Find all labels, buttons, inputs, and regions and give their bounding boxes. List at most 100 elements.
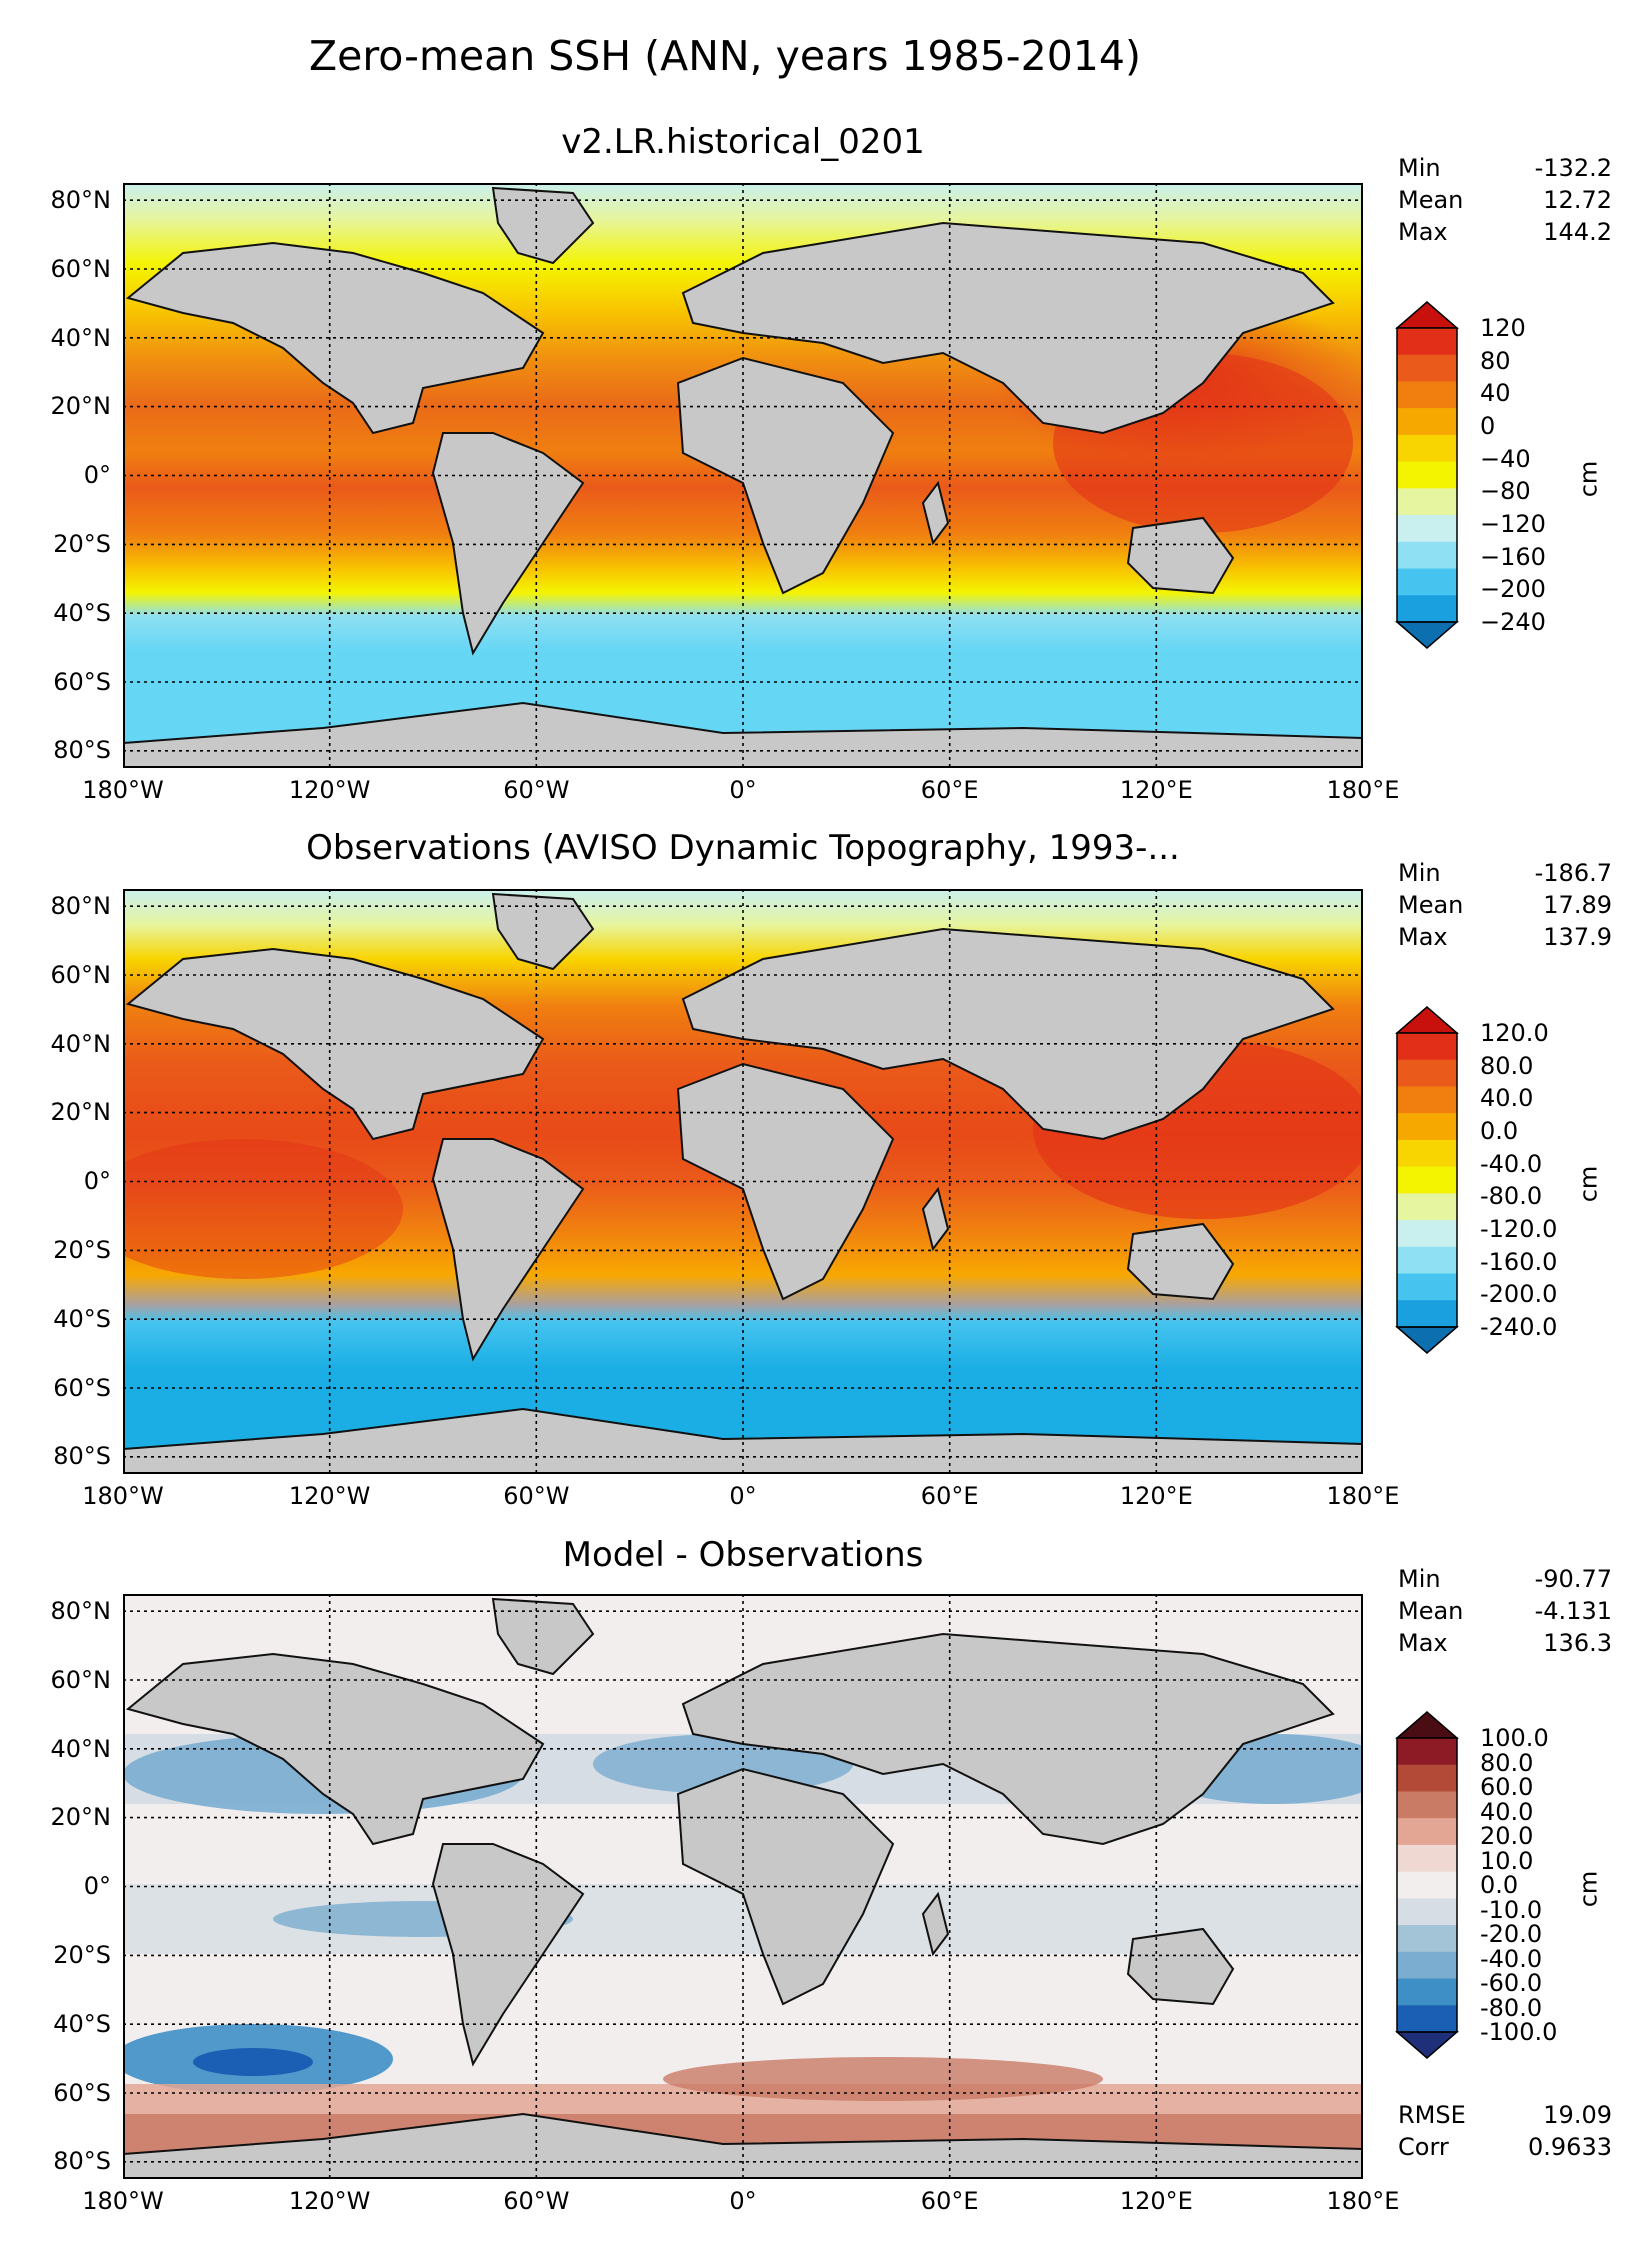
madagascar-land-2 — [921, 1186, 950, 1252]
colorbar-segment — [1397, 1898, 1457, 1926]
y-tick-label: 40°S — [53, 1304, 111, 1333]
panel-2-colorbar — [1394, 1005, 1477, 1355]
x-tick-label: 0° — [729, 776, 757, 804]
colorbar-tick-label: 0.0 — [1480, 1871, 1519, 1899]
colorbar-segment — [1397, 1273, 1457, 1301]
colorbar-tick-label: 80.0 — [1480, 1748, 1534, 1777]
eurasia-land — [681, 221, 1335, 435]
colorbar-tick-label: 40 — [1480, 379, 1511, 408]
x-tick-label: 180°E — [1326, 2187, 1400, 2215]
metric-rmse: 19.09 — [1543, 2101, 1612, 2129]
panel-1-ssh-field — [123, 183, 1363, 768]
colorbar-tick-label: −80 — [1480, 477, 1531, 506]
colorbar-segment — [1397, 2005, 1457, 2033]
x-tick-label: 180°W — [82, 776, 164, 804]
y-tick-label: 60°N — [50, 960, 112, 989]
panel-3-title: Model - Observations — [562, 1535, 924, 1575]
antarctica-land-2 — [123, 1407, 1363, 1474]
y-tick-label: 60°S — [53, 1373, 111, 1402]
x-tick-label: 120°E — [1119, 776, 1193, 804]
colorbar-tick-label: 120 — [1480, 314, 1526, 342]
colorbar-tick-label: -40.0 — [1480, 1944, 1543, 1973]
y-tick-label: 0° — [83, 1167, 111, 1196]
x-tick-label: 60°E — [920, 1482, 979, 1510]
x-tick-label: 180°W — [82, 2187, 164, 2215]
colorbar-tick-label: 0.0 — [1480, 1117, 1519, 1145]
panel-2-stats: Min -186.7 Mean 17.89 Max 137.9 — [1398, 859, 1612, 951]
colorbar-segment — [1397, 1818, 1457, 1846]
colorbar-segment — [1397, 1166, 1457, 1194]
colorbar-tick-label: 40.0 — [1480, 1797, 1534, 1826]
x-tick-label: 0° — [729, 2187, 757, 2215]
colorbar-svg — [1394, 301, 1460, 649]
south-america-land-2 — [431, 1138, 585, 1362]
panel-3-colorbar — [1394, 1710, 1477, 2060]
panel-1-colorbar-unit: cm — [1574, 460, 1603, 498]
x-tick-label: 120°E — [1119, 1482, 1193, 1510]
x-tick-label: 0° — [729, 1482, 757, 1510]
colorbar-tick-label: -20.0 — [1480, 1920, 1543, 1948]
stat-min: -132.2 — [1534, 154, 1612, 182]
y-tick-label: 60°N — [50, 1665, 112, 1694]
y-tick-label: 80°S — [53, 736, 111, 765]
colorbar-segment — [1397, 461, 1457, 489]
metric-corr: 0.9633 — [1528, 2133, 1612, 2161]
colorbar-tick-label: 40.0 — [1480, 1084, 1534, 1113]
colorbar-tick-label: 80.0 — [1480, 1051, 1534, 1080]
colorbar-extend-max — [1394, 1711, 1460, 1739]
x-tick-label: 180°E — [1326, 776, 1400, 804]
australia-land-3 — [1126, 1927, 1235, 2006]
colorbar-segment — [1397, 1871, 1457, 1899]
colorbar-segment — [1397, 1059, 1457, 1088]
eurasia-land-3 — [681, 1632, 1335, 1846]
colorbar-segment — [1397, 1844, 1457, 1873]
colorbar-tick-label: -60.0 — [1480, 1969, 1543, 1997]
y-tick-label: 20°S — [53, 530, 111, 558]
panel-1-map — [123, 183, 1363, 768]
y-tick-label: 40°S — [53, 2009, 111, 2038]
colorbar-segment — [1397, 1300, 1457, 1328]
colorbar-tick-label: 120.0 — [1480, 1019, 1549, 1047]
y-tick-label: 60°S — [53, 2078, 111, 2107]
greenland-land — [491, 186, 595, 265]
y-tick-label: 20°N — [50, 392, 112, 421]
panel-2-ssh-field — [123, 889, 1363, 1474]
y-tick-label: 20°N — [50, 1098, 112, 1127]
stat-min: -90.77 — [1534, 1565, 1612, 1593]
figure-title: Zero-mean SSH (ANN, years 1985-2014) — [309, 32, 1141, 80]
antarctica-land — [123, 701, 1363, 768]
x-tick-label: 180°E — [1326, 1482, 1400, 1510]
colorbar-extend-min — [1394, 1326, 1460, 1354]
stat-min: -186.7 — [1534, 859, 1612, 887]
colorbar-segment — [1397, 1193, 1457, 1221]
colorbar-segment — [1397, 328, 1457, 356]
y-tick-label: 40°N — [50, 1734, 112, 1763]
madagascar-land — [921, 480, 950, 546]
panel-1-title: v2.LR.historical_0201 — [561, 122, 925, 162]
colorbar-segment — [1397, 1978, 1457, 2006]
stat-mean: -4.131 — [1534, 1597, 1612, 1625]
colorbar-tick-label: 80 — [1480, 346, 1511, 375]
colorbar-segment — [1397, 1951, 1457, 1980]
colorbar-segment — [1397, 1246, 1457, 1275]
colorbar-segment — [1397, 1764, 1457, 1793]
colorbar-tick-label: −200 — [1480, 575, 1546, 604]
colorbar-tick-label: -80.0 — [1480, 1182, 1543, 1211]
colorbar-tick-label: -10.0 — [1480, 1895, 1543, 1924]
y-tick-label: 0° — [83, 461, 111, 490]
colorbar-segment — [1397, 568, 1457, 596]
colorbar-segment — [1397, 1139, 1457, 1168]
colorbar-extend-min — [1394, 2031, 1460, 2059]
y-tick-label: 80°N — [50, 1597, 112, 1625]
colorbar-segment — [1397, 434, 1457, 463]
colorbar-tick-label: −40 — [1480, 444, 1531, 473]
south-america-land-3 — [431, 1843, 585, 2067]
colorbar-extend-max — [1394, 1006, 1460, 1034]
stat-max: 144.2 — [1543, 218, 1612, 246]
greenland-land-2 — [491, 892, 595, 971]
y-tick-label: 20°N — [50, 1803, 112, 1832]
colorbar-tick-label: −240 — [1480, 608, 1546, 636]
colorbar-segment — [1397, 1791, 1457, 1819]
panel-2-colorbar-unit: cm — [1574, 1165, 1603, 1203]
colorbar-tick-label: -120.0 — [1480, 1215, 1558, 1243]
